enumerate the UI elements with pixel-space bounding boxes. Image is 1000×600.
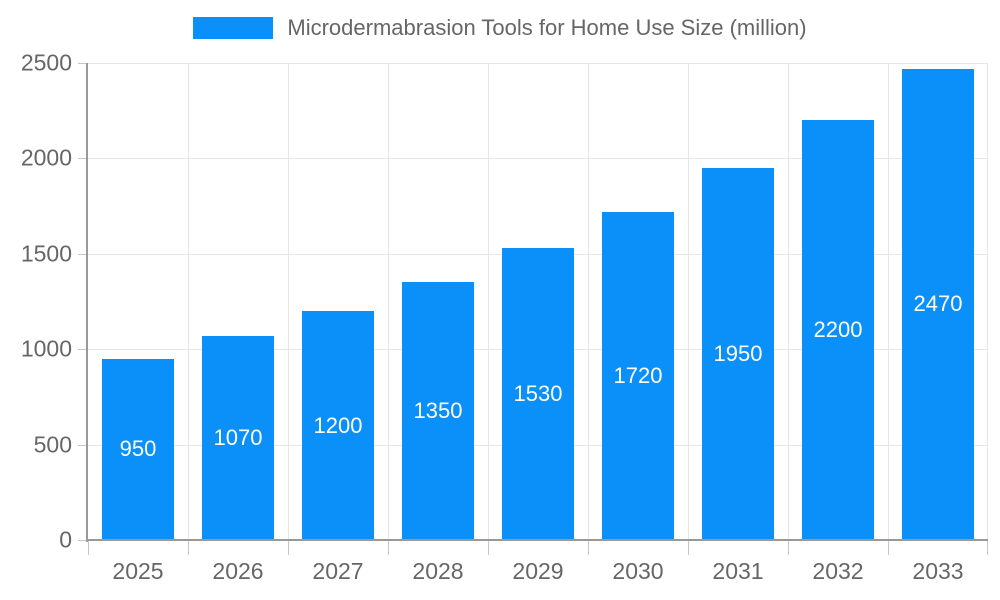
y-axis-tick-label: 1000 <box>20 335 72 362</box>
chart-legend[interactable]: Microdermabrasion Tools for Home Use Siz… <box>0 17 1000 39</box>
bar[interactable]: 950 <box>102 358 174 540</box>
bar-value-label: 2470 <box>913 291 963 317</box>
bar-value-label: 1200 <box>313 412 363 438</box>
x-tick-mark <box>88 541 89 555</box>
y-tick-mark <box>78 444 86 446</box>
y-gridline <box>88 63 988 64</box>
bar[interactable]: 1950 <box>702 167 774 540</box>
y-tick-mark <box>78 158 86 160</box>
x-tick-mark <box>488 541 489 555</box>
x-gridline <box>388 63 389 540</box>
bar[interactable]: 1530 <box>502 248 574 540</box>
x-tick-mark <box>987 541 988 555</box>
bar[interactable]: 1070 <box>202 335 274 540</box>
legend-label: Microdermabrasion Tools for Home Use Siz… <box>287 15 807 40</box>
x-gridline <box>888 63 889 540</box>
x-axis-tick-label: 2030 <box>612 558 664 584</box>
y-axis-tick-label: 0 <box>59 526 72 553</box>
x-axis-tick-label: 2031 <box>712 558 764 584</box>
y-axis-tick-label: 500 <box>33 431 72 458</box>
bar-value-label: 950 <box>119 436 157 462</box>
bar-value-label: 1070 <box>213 424 263 450</box>
x-tick-mark <box>188 541 189 555</box>
bar-value-label: 1530 <box>513 381 563 407</box>
x-gridline <box>488 63 489 540</box>
bar[interactable]: 2200 <box>802 120 874 540</box>
x-gridline <box>788 63 789 540</box>
legend-swatch <box>193 17 274 39</box>
x-axis-tick-label: 2032 <box>812 558 864 584</box>
x-tick-mark <box>588 541 589 555</box>
plot-area: 0 500 1000 1500 2000 2500 2025 2026 2027 2028 2029… <box>21 50 988 584</box>
y-axis-tick-label: 1500 <box>20 240 72 267</box>
bar[interactable]: 1350 <box>402 282 474 540</box>
x-tick-mark <box>288 541 289 555</box>
bar-value-label: 1720 <box>613 362 663 388</box>
x-axis-tick-label: 2027 <box>312 558 364 584</box>
x-tick-mark <box>688 541 689 555</box>
y-tick-mark <box>78 253 86 255</box>
x-axis-tick-label: 2033 <box>912 558 964 584</box>
x-axis-tick-label: 2029 <box>512 558 564 584</box>
x-axis-tick-label: 2028 <box>412 558 464 584</box>
y-axis-tick-label: 2500 <box>20 49 72 76</box>
bar-value-label: 1350 <box>413 398 463 424</box>
bar[interactable]: 1720 <box>602 211 674 540</box>
x-axis-tick-label: 2025 <box>112 558 164 584</box>
bar[interactable]: 2470 <box>902 68 974 540</box>
x-tick-mark <box>788 541 789 555</box>
bar-value-label: 2200 <box>813 317 863 343</box>
bar[interactable]: 1200 <box>302 311 374 540</box>
y-axis-line <box>86 63 88 542</box>
y-gridline <box>88 158 988 160</box>
x-gridline <box>288 63 289 540</box>
x-axis-line <box>86 539 988 541</box>
x-gridline <box>188 63 189 540</box>
x-gridline <box>987 63 988 540</box>
x-tick-mark <box>388 541 389 555</box>
x-gridline <box>588 63 589 540</box>
bar-value-label: 1950 <box>713 340 763 366</box>
x-axis-tick-label: 2026 <box>212 558 264 584</box>
y-tick-mark <box>78 540 86 541</box>
y-tick-mark <box>78 63 86 64</box>
y-axis-tick-label: 2000 <box>20 144 72 171</box>
y-tick-mark <box>78 349 86 351</box>
x-gridline <box>688 63 689 540</box>
x-tick-mark <box>888 541 889 555</box>
